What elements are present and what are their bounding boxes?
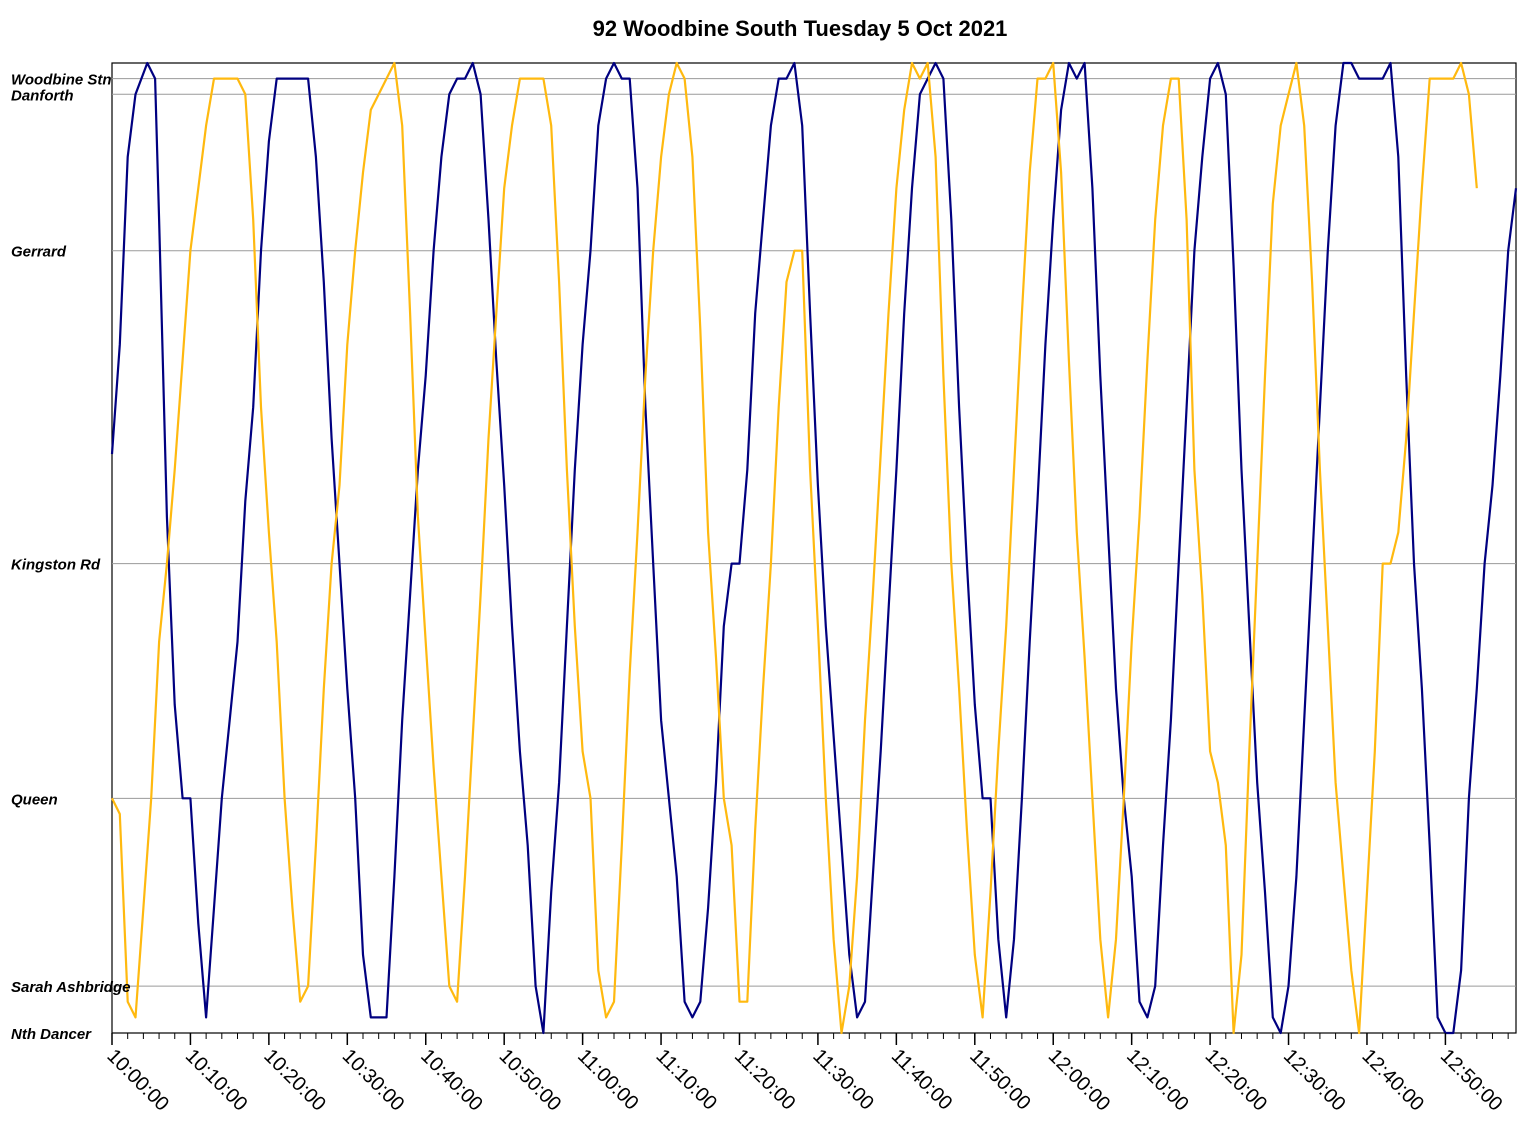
x-tick-label-12: 12:00:00 — [1044, 1045, 1115, 1116]
y-label-2: Gerrard — [11, 244, 67, 261]
x-tick-label-14: 12:20:00 — [1201, 1045, 1272, 1116]
x-tick-label-5: 10:50:00 — [495, 1045, 566, 1116]
y-label-1: Danforth — [11, 87, 74, 104]
x-tick-label-17: 12:50:00 — [1436, 1045, 1507, 1116]
x-tick-label-6: 11:00:00 — [573, 1045, 643, 1115]
x-tick-label-15: 12:30:00 — [1279, 1045, 1350, 1116]
y-label-0: Woodbine Stn — [11, 72, 112, 89]
x-tick-label-13: 12:10:00 — [1122, 1045, 1193, 1116]
x-tick-label-10: 11:40:00 — [887, 1045, 957, 1115]
series-line-0 — [110, 61, 1518, 1035]
x-tick-label-9: 11:30:00 — [808, 1045, 878, 1115]
x-tick-label-11: 11:50:00 — [965, 1045, 1035, 1115]
plot-area-border — [111, 62, 1517, 1034]
x-tick-label-7: 11:10:00 — [652, 1045, 722, 1115]
y-label-4: Queen — [11, 791, 58, 808]
y-label-5: Sarah Ashbridge — [11, 979, 130, 996]
x-tick-label-2: 10:20:00 — [259, 1045, 330, 1116]
y-label-3: Kingston Rd — [11, 557, 101, 574]
series-layer — [110, 61, 1518, 1035]
chart-title: 92 Woodbine South Tuesday 5 Oct 2021 — [592, 16, 1008, 41]
x-tick-label-0: 10:00:00 — [102, 1045, 173, 1116]
series-line-1 — [111, 61, 1478, 1035]
y-label-6: Nth Dancer — [11, 1026, 92, 1043]
x-axis-labels: 10:00:00 10:10:00 10:20:00 10:30:00 10:40:00… — [102, 1045, 1506, 1116]
x-tick-label-4: 10:40:00 — [416, 1045, 487, 1116]
x-tick-label-16: 12:40:00 — [1357, 1045, 1428, 1116]
x-tick-label-3: 10:30:00 — [338, 1045, 409, 1116]
grid-layer — [112, 78, 1516, 987]
x-tick-label-1: 10:10:00 — [181, 1045, 252, 1116]
x-tick-label-8: 11:20:00 — [730, 1045, 800, 1115]
x-axis-ticks — [111, 1033, 1509, 1045]
